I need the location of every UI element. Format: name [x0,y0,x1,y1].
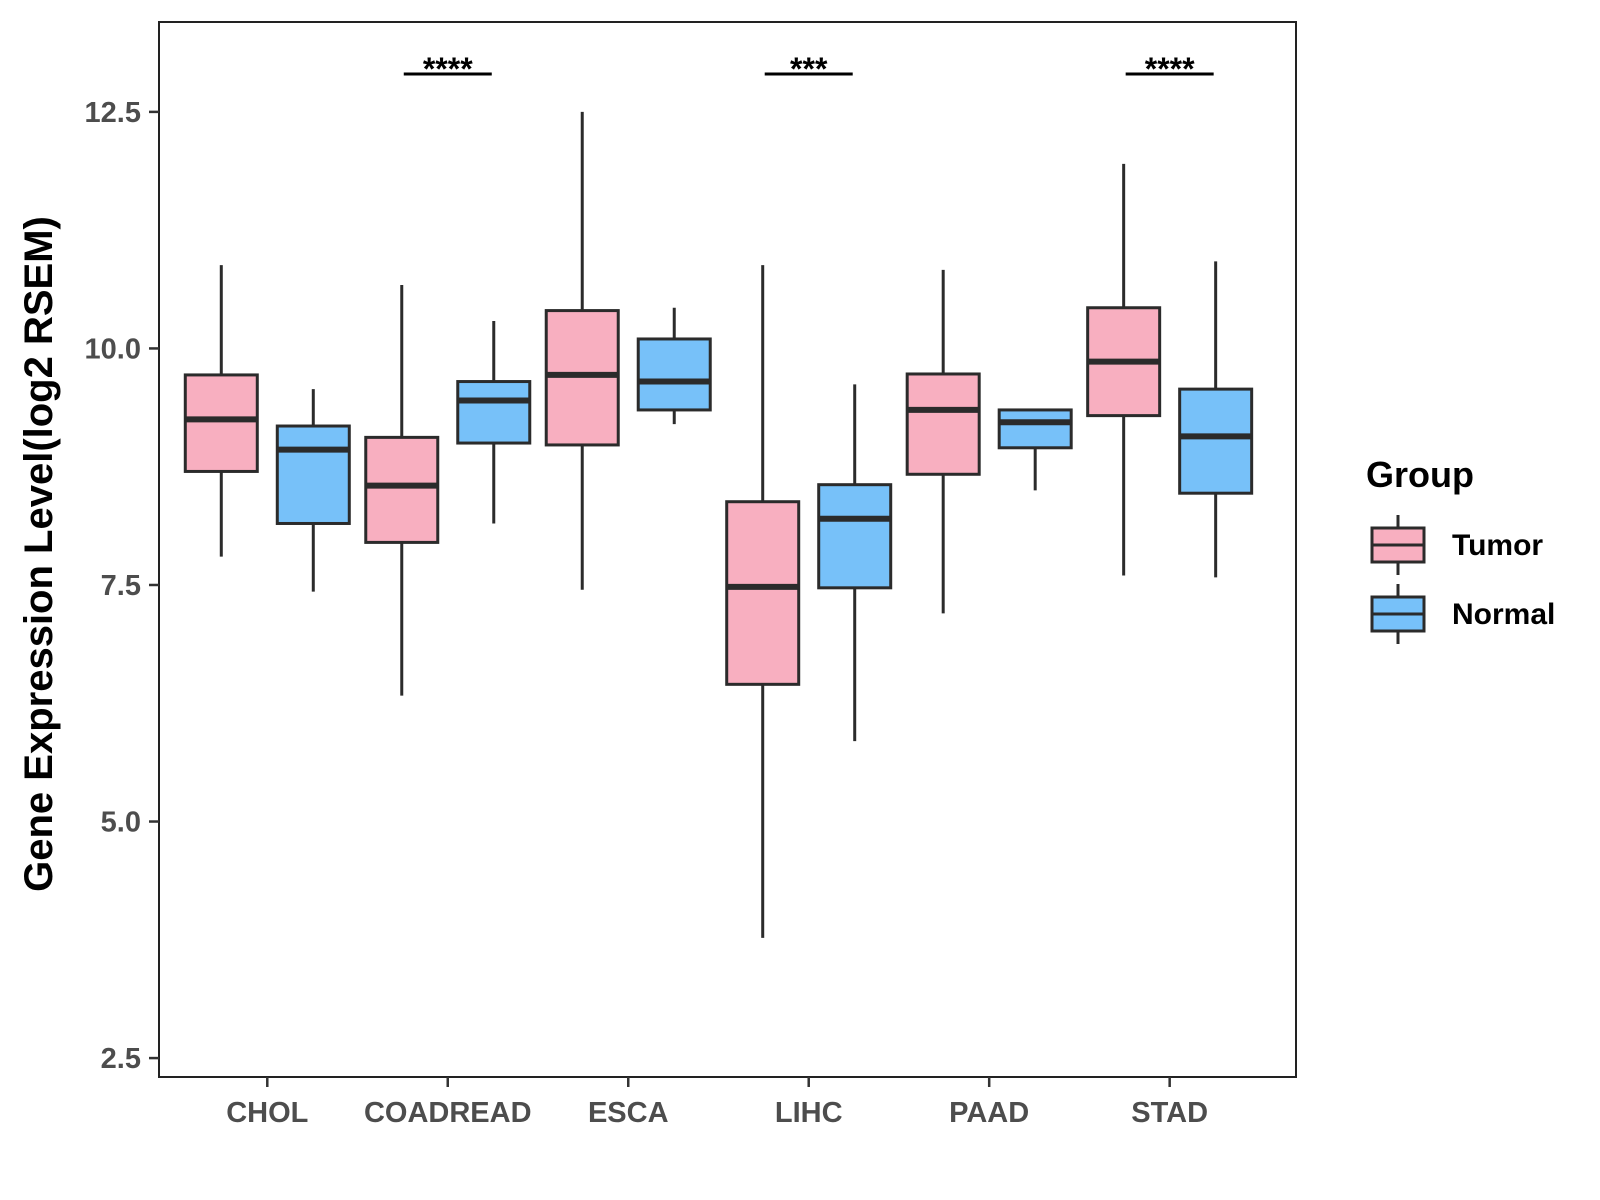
y-axis: 2.5 5.0 7.5 10.0 12.5 [85,97,159,1075]
box-normal-paad [997,408,1073,491]
box-normal-stad [1178,261,1254,578]
x-tick-label: PAAD [949,1097,1029,1129]
legend-label: Tumor [1452,529,1543,562]
box-body [275,424,351,525]
box-normal-coadread [456,320,532,524]
box-tumor-coadread [364,285,440,696]
significance-stad: **** [1125,51,1214,87]
x-tick-label: CHOL [226,1097,308,1129]
x-tick-label: LIHC [775,1097,843,1129]
box-tumor-lihc [725,265,801,938]
plot-area: **** *** **** [158,21,1297,1078]
legend-label: Normal [1452,598,1555,631]
y-tick-label: 5.0 [101,807,141,839]
box-body [364,435,440,544]
box-body [456,380,532,445]
significance-lihc: *** [764,51,853,87]
x-tick-label: COADREAD [364,1097,532,1129]
box-body [1178,387,1254,495]
box-body [636,337,712,412]
box-tumor-stad [1086,163,1162,576]
y-tick-label: 7.5 [101,570,141,602]
y-tick-label: 2.5 [101,1043,141,1075]
legend-item-tumor: Tumor [1370,515,1543,575]
x-tick-label: STAD [1131,1097,1208,1129]
x-axis: CHOL COADREAD ESCA LIHC PAAD STAD [226,1077,1208,1129]
y-tick-label: 10.0 [85,333,141,365]
box-normal-esca [636,307,712,425]
significance-coadread: **** [403,51,492,87]
y-tick-label: 12.5 [85,97,141,129]
y-axis-title: Gene Expression Level(log2 RSEM) [17,216,61,892]
x-tick-label: ESCA [588,1097,669,1129]
box-tumor-paad [905,269,981,614]
box-tumor-esca [544,111,620,590]
legend-item-normal: Normal [1370,584,1555,644]
box-body [997,408,1073,450]
significance-label: **** [423,51,473,87]
legend: Group Tumor Normal [1366,454,1555,644]
box-body [905,372,981,476]
significance-label: **** [1145,51,1195,87]
significance-label: *** [790,51,828,87]
legend-title: Group [1366,454,1474,495]
box-body [725,500,801,686]
box-tumor-chol [183,265,259,557]
box-normal-lihc [817,384,893,742]
box-body [183,373,259,473]
box-body [817,483,893,590]
box-normal-chol [275,389,351,592]
plot-panel-border [158,21,1297,1078]
